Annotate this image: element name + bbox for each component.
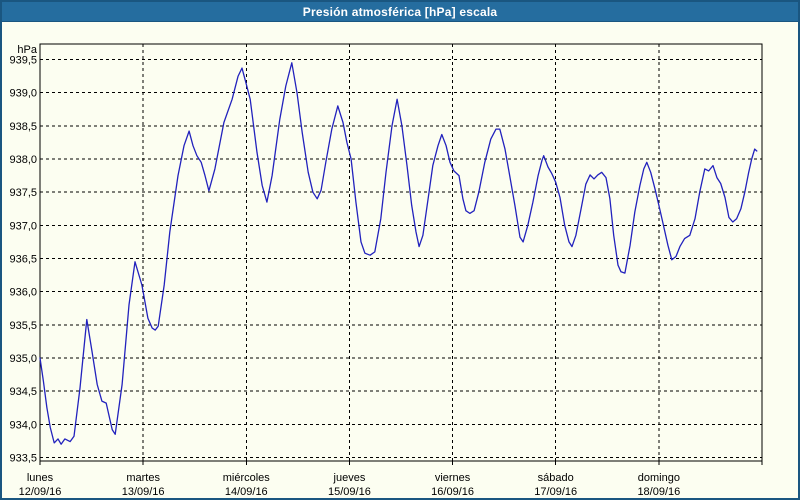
x-date-label: 16/09/16 — [431, 486, 474, 498]
x-date-label: 12/09/16 — [19, 486, 62, 498]
y-tick-label: 935,5 — [9, 320, 37, 332]
y-tick-label: 938,5 — [9, 121, 37, 133]
x-date-label: 18/09/16 — [637, 486, 680, 498]
x-date-label: 13/09/16 — [122, 486, 165, 498]
y-tick-label: 936,0 — [9, 287, 37, 299]
x-day-label: lunes — [27, 472, 54, 484]
y-tick-label: 937,5 — [9, 187, 37, 199]
x-date-label: 17/09/16 — [534, 486, 577, 498]
x-day-label: miércoles — [223, 472, 271, 484]
y-tick-label: 936,5 — [9, 254, 37, 266]
y-tick-label: 935,0 — [9, 353, 37, 365]
y-tick-label: 939,5 — [9, 55, 37, 67]
pressure-line — [39, 62, 758, 445]
y-tick-label: 938,0 — [9, 154, 37, 166]
x-day-label: jueves — [333, 472, 366, 484]
x-date-label: 14/09/16 — [225, 486, 268, 498]
x-day-label: domingo — [638, 472, 680, 484]
window-title: Presión atmosférica [hPa] escala — [302, 4, 498, 19]
x-date-label: 15/09/16 — [328, 486, 371, 498]
y-tick-label: 933,5 — [9, 453, 37, 465]
y-axis-unit-label: hPa — [17, 44, 37, 56]
pressure-chart: 939,5 939,0 938,5 938,0 937,5 937,0 936,5 936,0… — [9, 43, 763, 498]
x-day-label: viernes — [435, 472, 471, 484]
y-tick-label: 937,0 — [9, 220, 37, 232]
y-tick-label: 934,0 — [9, 419, 37, 431]
window-titlebar[interactable]: Presión atmosférica [hPa] escala — [2, 2, 798, 22]
y-tick-label: 934,5 — [9, 386, 37, 398]
x-day-label: sábado — [538, 472, 574, 484]
y-tick-label: 939,0 — [9, 88, 37, 100]
x-day-label: martes — [126, 472, 160, 484]
plot-border — [39, 43, 763, 462]
